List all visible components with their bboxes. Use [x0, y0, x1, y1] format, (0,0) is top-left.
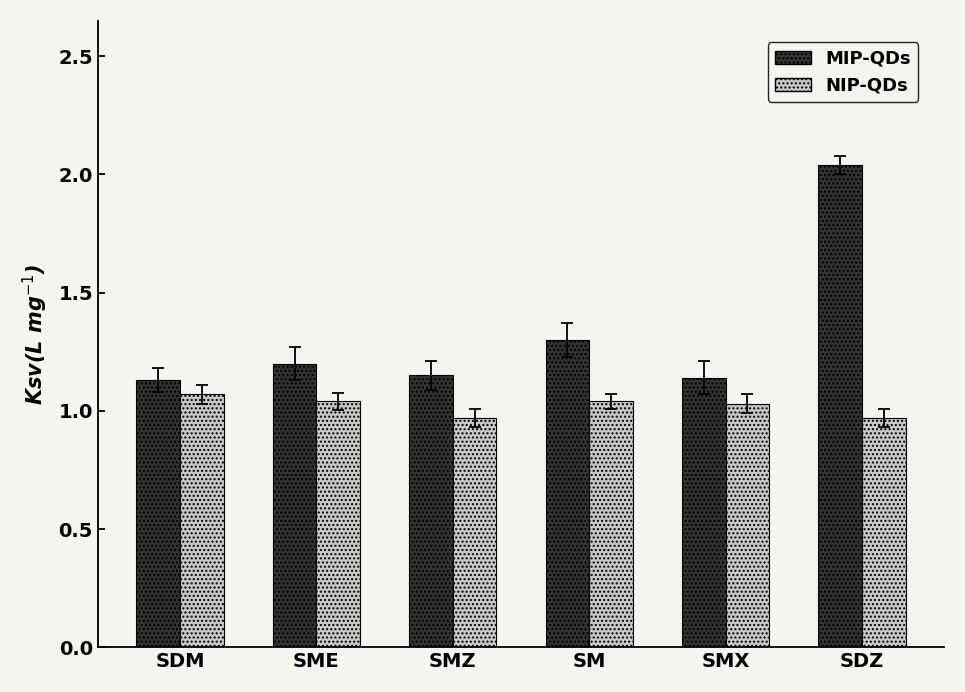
Bar — [180, 394, 224, 647]
Bar — [545, 340, 590, 647]
Bar — [453, 418, 496, 647]
Bar — [273, 363, 317, 647]
Bar — [136, 380, 180, 647]
Legend: MIP-QDs, NIP-QDs: MIP-QDs, NIP-QDs — [767, 42, 919, 102]
Bar — [590, 401, 633, 647]
Bar — [726, 404, 769, 647]
Bar — [682, 378, 726, 647]
Bar — [818, 165, 862, 647]
Y-axis label: Ksv(L mg$^{-1}$): Ksv(L mg$^{-1}$) — [21, 264, 50, 405]
Bar — [317, 401, 360, 647]
Bar — [409, 376, 453, 647]
Bar — [862, 418, 906, 647]
